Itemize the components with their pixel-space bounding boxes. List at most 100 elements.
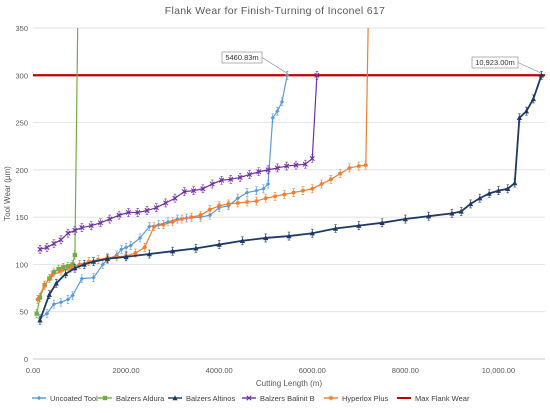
data-point — [123, 245, 129, 250]
data-point — [107, 216, 113, 222]
data-point — [170, 248, 176, 254]
data-point — [279, 99, 285, 104]
data-point — [123, 254, 129, 260]
data-point — [379, 220, 385, 226]
data-point — [142, 245, 147, 250]
x-axis-title: Cutting Length (m) — [256, 379, 323, 388]
data-point — [244, 199, 250, 205]
data-point — [256, 169, 262, 175]
legend-item: Balzers Aldura — [98, 394, 165, 403]
data-point — [151, 224, 157, 229]
data-point — [172, 195, 178, 201]
y-tick-label: 0 — [24, 355, 28, 364]
data-point — [114, 254, 119, 260]
data-point — [56, 266, 61, 272]
data-point — [77, 262, 82, 267]
data-point — [263, 235, 269, 241]
series-balzers-altinos — [37, 70, 545, 325]
data-point — [97, 220, 104, 226]
data-point — [538, 72, 545, 78]
chart-title: Flank Wear for Finish-Turning of Inconel… — [164, 5, 386, 17]
y-tick-label: 300 — [15, 71, 28, 80]
annotation-callout: 5460.83m — [221, 51, 288, 74]
data-point — [179, 216, 185, 222]
data-point — [49, 273, 54, 278]
data-point — [37, 317, 43, 323]
data-point — [209, 181, 215, 187]
data-point — [88, 223, 94, 229]
data-point — [128, 243, 133, 248]
data-point — [261, 186, 266, 191]
data-point — [363, 162, 368, 168]
series-balzers-balinit-b — [37, 70, 320, 254]
data-point — [72, 227, 78, 233]
data-point — [265, 167, 271, 173]
data-point — [235, 196, 240, 201]
x-tick-label: 8000.00 — [392, 366, 419, 375]
data-point — [35, 297, 40, 302]
data-point — [272, 194, 278, 199]
data-point — [42, 283, 47, 288]
x-tick-label: 6000.00 — [299, 366, 326, 375]
data-point — [216, 203, 222, 208]
y-tick-label: 200 — [15, 166, 28, 175]
data-point — [198, 213, 203, 218]
data-point — [86, 259, 92, 264]
data-point — [163, 200, 169, 206]
data-point — [165, 219, 171, 225]
data-point — [79, 276, 85, 281]
y-tick-label: 100 — [15, 260, 28, 269]
data-point — [284, 163, 290, 169]
annotation-box — [471, 56, 519, 69]
series-uncoated-tool — [37, 70, 290, 323]
data-point — [36, 395, 42, 401]
data-point — [486, 190, 492, 196]
data-point — [309, 230, 315, 236]
y-tick-label: 350 — [15, 24, 28, 33]
data-point — [254, 198, 259, 204]
data-point — [90, 258, 97, 264]
data-point — [512, 180, 518, 186]
data-point — [237, 174, 243, 181]
data-point — [347, 165, 352, 171]
data-point — [79, 224, 85, 231]
data-point — [53, 280, 59, 286]
data-point — [356, 163, 362, 169]
data-point — [153, 205, 159, 211]
data-point — [218, 177, 225, 183]
data-point — [100, 262, 106, 267]
data-point — [282, 192, 287, 197]
data-point — [46, 291, 52, 297]
data-point — [146, 251, 152, 257]
data-point — [300, 188, 306, 193]
data-point — [147, 224, 152, 229]
data-point — [181, 189, 187, 195]
data-point — [216, 241, 222, 247]
data-point — [275, 109, 280, 114]
data-point — [72, 252, 78, 258]
data-point — [328, 395, 334, 401]
legend-item: Max Flank Wear — [397, 394, 470, 403]
data-point — [328, 177, 334, 182]
data-point — [467, 201, 474, 207]
data-point — [44, 311, 50, 316]
annotation-leader — [517, 62, 542, 74]
data-point — [505, 185, 511, 191]
data-point — [356, 222, 362, 228]
legend-label: Hyperlox Plus — [342, 394, 389, 403]
data-point — [286, 233, 292, 239]
data-point — [116, 212, 122, 218]
data-point — [37, 295, 43, 300]
legend-label: Balzers Balinit B — [260, 394, 315, 403]
data-point — [62, 271, 69, 277]
data-point — [44, 244, 50, 250]
data-point — [309, 155, 315, 162]
annotation-box — [221, 51, 263, 64]
data-point — [161, 222, 166, 227]
legend-label: Balzers Aldura — [116, 394, 165, 403]
data-point — [302, 161, 308, 167]
data-point — [193, 245, 199, 251]
data-point — [291, 190, 296, 195]
